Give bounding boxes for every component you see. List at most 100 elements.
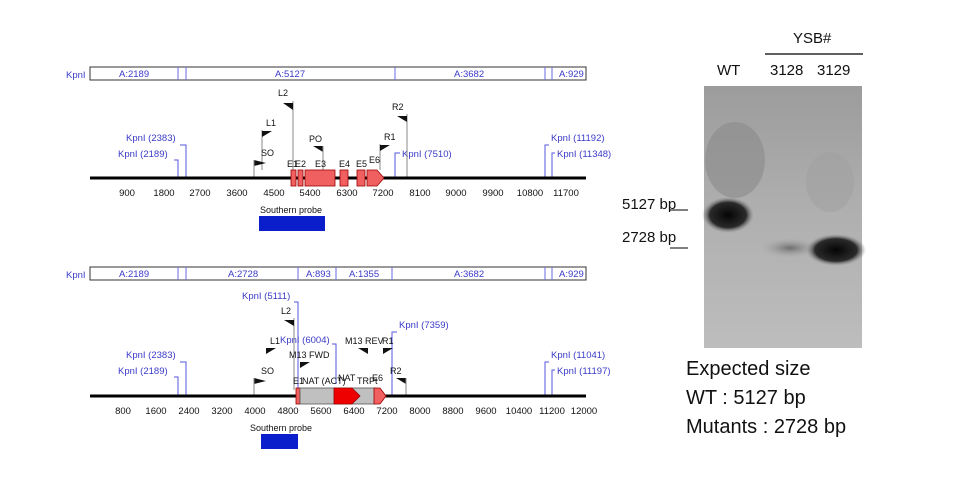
feature-label: NAT (ACT) <box>302 376 346 386</box>
restriction-segment: A:929 <box>559 269 584 280</box>
axis-tick-label: 6400 <box>343 406 364 417</box>
gel-lane-label: 3129 <box>817 62 851 79</box>
primer-label: L2 <box>281 306 291 316</box>
kpni-site-label: KpnI (11348) <box>557 149 611 160</box>
axis-ticks: 800 1600 2400 3200 4000 4800 5600 6400 7… <box>115 406 597 417</box>
restriction-segment: A:893 <box>306 269 331 280</box>
kpni-sites: KpnI (2383) KpnI (2189) KpnI (7510) KpnI… <box>118 133 611 178</box>
southern-probe-bar <box>261 434 298 449</box>
primer-arrow <box>254 378 266 384</box>
kpni-site-label: KpnI (6004) <box>280 335 330 346</box>
axis-tick-label: 6300 <box>336 188 357 199</box>
kpni-site-line <box>394 152 400 178</box>
gel-band-3128-2728 <box>760 238 820 258</box>
primer-label: PO <box>309 134 322 144</box>
axis-tick-label: 10400 <box>506 406 532 417</box>
axis-tick-label: 5400 <box>299 188 320 199</box>
gel-group-label: YSB# <box>793 30 832 47</box>
exon-arrow <box>373 387 387 405</box>
gel-lane-label: 3128 <box>770 62 804 79</box>
kpni-site-line <box>332 343 337 384</box>
restriction-bar-frame <box>89 66 587 81</box>
kpni-site-label: KpnI (2383) <box>126 350 176 361</box>
kpni-site-line <box>174 159 179 178</box>
restriction-bar: KpnI A:2189 A:2728 A:893 A:1355 A:3682 A… <box>66 266 587 281</box>
axis-tick-label: 2700 <box>189 188 210 199</box>
axis-tick-label: 11700 <box>553 188 579 199</box>
axis-tick-label: 4500 <box>263 188 284 199</box>
map-mutant: KpnI A:2189 A:2728 A:893 A:1355 A:3682 A… <box>66 266 611 449</box>
feature-label: TRPt <box>357 376 378 386</box>
axis-tick-label: 3200 <box>211 406 232 417</box>
gel-marker-label: 2728 bp <box>622 229 677 246</box>
axis-tick-label: 8800 <box>442 406 463 417</box>
kpni-site-line <box>391 331 397 396</box>
exon-label: E1 <box>287 159 298 169</box>
exon-arrow <box>366 169 385 187</box>
southern-probe-bar <box>259 216 325 231</box>
gel-band-wt-5127 <box>702 197 754 233</box>
kpni-site-label: KpnI (2189) <box>118 149 168 160</box>
primer-label: L1 <box>266 118 276 128</box>
exons <box>290 169 385 187</box>
primer-arrow <box>283 103 293 110</box>
exon-block <box>339 169 349 187</box>
axis-tick-label: 9000 <box>445 188 466 199</box>
primers: L2 L1 PO R2 R1 SO <box>253 88 408 178</box>
axis-tick-label: 9900 <box>482 188 503 199</box>
kpni-site-label: KpnI (5111) <box>242 291 290 302</box>
restriction-segment: A:3682 <box>454 69 484 80</box>
axis-tick-label: 8000 <box>409 406 430 417</box>
restriction-segment: A:5127 <box>275 69 305 80</box>
kpni-sites: KpnI (5111) KpnI (6004) KpnI (7359) KpnI… <box>118 291 611 396</box>
feature-labels: E1 NAT (ACT) NAT TRPt E6 <box>293 373 383 386</box>
restriction-segment: A:2189 <box>119 269 149 280</box>
primer-label: SO <box>261 148 274 158</box>
primer-label: M13 REV <box>345 336 384 346</box>
axis-tick-label: 3600 <box>226 188 247 199</box>
southern-probe: Southern probe <box>250 423 312 449</box>
exon-label: E5 <box>356 159 367 169</box>
axis-ticks: 900 1800 2700 3600 4500 5400 6300 7200 8… <box>119 188 579 199</box>
axis-tick-label: 11200 <box>539 406 565 417</box>
primer-arrow <box>397 116 407 122</box>
primer-arrow <box>254 160 266 166</box>
kpni-site-line <box>551 152 555 178</box>
primer-arrow <box>396 378 406 384</box>
primer-arrow <box>284 320 294 326</box>
primer-arrow <box>262 131 272 137</box>
knockout-cassette <box>295 387 387 405</box>
kpni-site-line <box>544 361 549 396</box>
kpni-site-label: KpnI (11041) <box>551 350 605 361</box>
restriction-bar-enzyme-label: KpnI <box>66 70 86 81</box>
primer-label: L2 <box>278 88 288 98</box>
primers: L2 L1 M13 FWD M13 REV R1 SO R2 <box>253 306 407 396</box>
exon-block <box>356 169 366 187</box>
axis-tick-label: 900 <box>119 188 135 199</box>
primer-label: R1 <box>382 336 394 346</box>
southern-probe-label: Southern probe <box>250 423 312 433</box>
exon-label: E6 <box>369 155 380 165</box>
kpni-site-line <box>551 369 555 396</box>
axis-tick-label: 4800 <box>277 406 298 417</box>
axis-tick-label: 12000 <box>571 406 597 417</box>
restriction-segment: A:929 <box>559 69 584 80</box>
primer-label: R1 <box>384 132 396 142</box>
kpni-site-line <box>180 144 187 178</box>
kpni-site-label: KpnI (2189) <box>118 366 168 377</box>
exon-labels: E1 E2 E3 E4 E5 E6 <box>287 155 380 169</box>
gel-smear <box>806 152 854 212</box>
axis-tick-label: 7200 <box>372 188 393 199</box>
kpni-site-line <box>544 144 549 178</box>
expected-size-title: Expected size <box>686 358 811 380</box>
exon-label: E3 <box>315 159 326 169</box>
southern-probe-label: Southern probe <box>260 205 322 215</box>
kpni-site-line <box>294 301 299 396</box>
primer-arrow <box>266 348 276 354</box>
primer-label: R2 <box>392 102 404 112</box>
restriction-bar: KpnI A:2189 A:5127 A:3682 A:929 <box>66 66 587 81</box>
primer-label: SO <box>261 366 274 376</box>
gel-lane-label: WT <box>717 62 741 79</box>
restriction-bar-enzyme-label: KpnI <box>66 270 86 281</box>
